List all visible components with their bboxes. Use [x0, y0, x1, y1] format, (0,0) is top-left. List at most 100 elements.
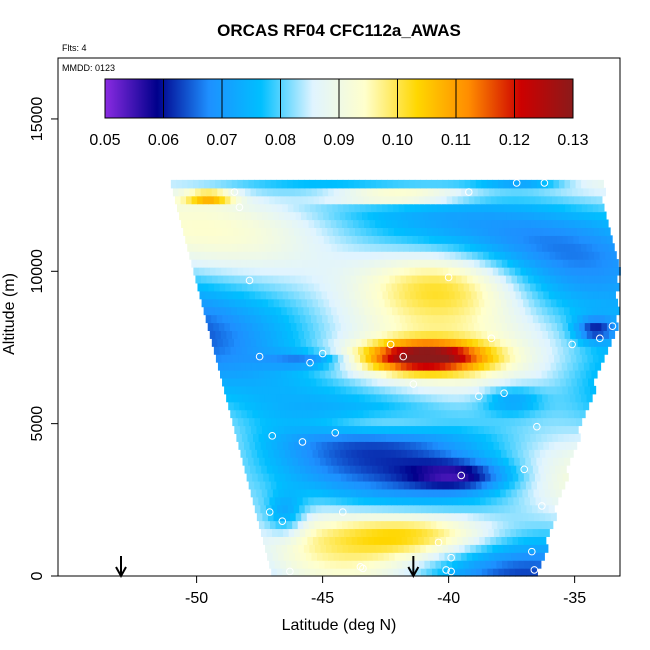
heat-cell: [468, 409, 475, 419]
heat-cell: [577, 314, 584, 324]
heat-cell: [559, 330, 566, 339]
heat-cell: [437, 290, 445, 300]
heat-cell: [334, 211, 341, 221]
heat-cell: [555, 251, 562, 260]
heat-cell: [265, 203, 272, 213]
heat-cell: [383, 488, 390, 498]
heat-cell: [337, 544, 344, 553]
heat-cell: [506, 298, 513, 308]
heat-cell: [486, 243, 493, 252]
heat-cell: [348, 243, 355, 252]
heat-cell: [427, 465, 434, 474]
heat-cell: [610, 251, 617, 260]
heat-cell: [344, 552, 351, 561]
heat-cell: [330, 496, 337, 506]
heat-cell: [293, 441, 301, 450]
heat-cell: [453, 243, 460, 252]
heat-cell: [446, 496, 453, 506]
heat-cell: [369, 346, 376, 355]
heat-cell: [374, 259, 381, 268]
heat-cell: [376, 330, 383, 339]
heat-cell: [521, 377, 528, 387]
heat-cell: [462, 385, 469, 395]
heat-cell: [276, 267, 283, 276]
heat-cell: [500, 298, 508, 308]
heat-cell: [254, 267, 261, 276]
heat-cell: [608, 330, 616, 339]
heat-cell: [465, 227, 473, 236]
heat-cell: [444, 401, 451, 411]
heat-cell: [437, 203, 444, 213]
heat-cell: [402, 409, 409, 419]
heat-cell: [340, 385, 347, 395]
heat-cell: [282, 354, 289, 363]
heat-cell: [363, 259, 370, 268]
heat-cell: [571, 377, 578, 387]
heat-cell: [552, 496, 559, 506]
heat-cell: [267, 362, 274, 371]
heat-cell: [500, 274, 507, 284]
heat-cell: [598, 354, 605, 363]
heat-cell: [291, 195, 298, 205]
heat-cell: [557, 322, 564, 331]
heat-cell: [592, 354, 600, 363]
heat-cell: [322, 187, 329, 197]
heat-cell: [394, 251, 401, 260]
heat-cell: [526, 568, 533, 577]
heat-cell: [587, 203, 594, 213]
heat-cell: [439, 488, 446, 498]
heat-cell: [477, 465, 484, 474]
heat-cell: [432, 227, 439, 236]
heat-cell: [322, 401, 329, 411]
heat-cell: [362, 298, 369, 308]
sample-point: [434, 538, 443, 547]
heat-cell: [563, 282, 570, 292]
heat-cell: [281, 480, 289, 490]
heat-cell: [435, 496, 442, 506]
heat-cell: [291, 496, 298, 506]
heat-cell: [416, 552, 423, 561]
heat-cell: [340, 512, 347, 522]
heat-cell: [442, 330, 449, 339]
heat-cell: [365, 290, 372, 300]
heat-cell: [304, 441, 312, 450]
sample-point: [265, 508, 274, 516]
heat-cell: [202, 259, 209, 268]
heat-cell: [588, 314, 595, 324]
heat-cell: [328, 338, 335, 347]
heat-cell: [489, 211, 496, 221]
heat-cell: [487, 354, 494, 363]
heat-cell: [564, 393, 571, 403]
heat-cell: [438, 528, 445, 537]
heat-cell: [373, 512, 380, 522]
heat-cell: [585, 195, 592, 205]
heat-cell: [528, 425, 535, 434]
heat-cell: [404, 504, 411, 514]
heat-cell: [494, 465, 501, 474]
heat-cell: [400, 401, 407, 411]
heat-cell: [274, 496, 282, 506]
heat-cell: [606, 235, 613, 244]
heat-cell: [416, 227, 423, 236]
heat-cell: [402, 346, 409, 355]
heat-cell: [550, 362, 557, 371]
heat-cell: [187, 243, 194, 252]
heat-cell: [393, 354, 400, 363]
heat-cell: [357, 195, 365, 205]
heat-cell: [269, 496, 276, 506]
heat-cell: [488, 465, 495, 474]
heat-cell: [445, 449, 452, 458]
heat-cell: [524, 409, 531, 419]
heat-cell: [450, 211, 457, 221]
heat-cell: [248, 393, 255, 403]
heat-cell: [210, 267, 217, 276]
heat-cell: [259, 306, 266, 316]
heat-cell: [320, 480, 327, 490]
heat-cell: [279, 385, 286, 395]
heat-cell: [370, 267, 377, 276]
heat-cell: [350, 251, 357, 260]
heat-cell: [456, 274, 463, 284]
heat-cell: [529, 322, 536, 331]
heat-cell: [393, 377, 401, 387]
heat-cell: [323, 425, 330, 434]
